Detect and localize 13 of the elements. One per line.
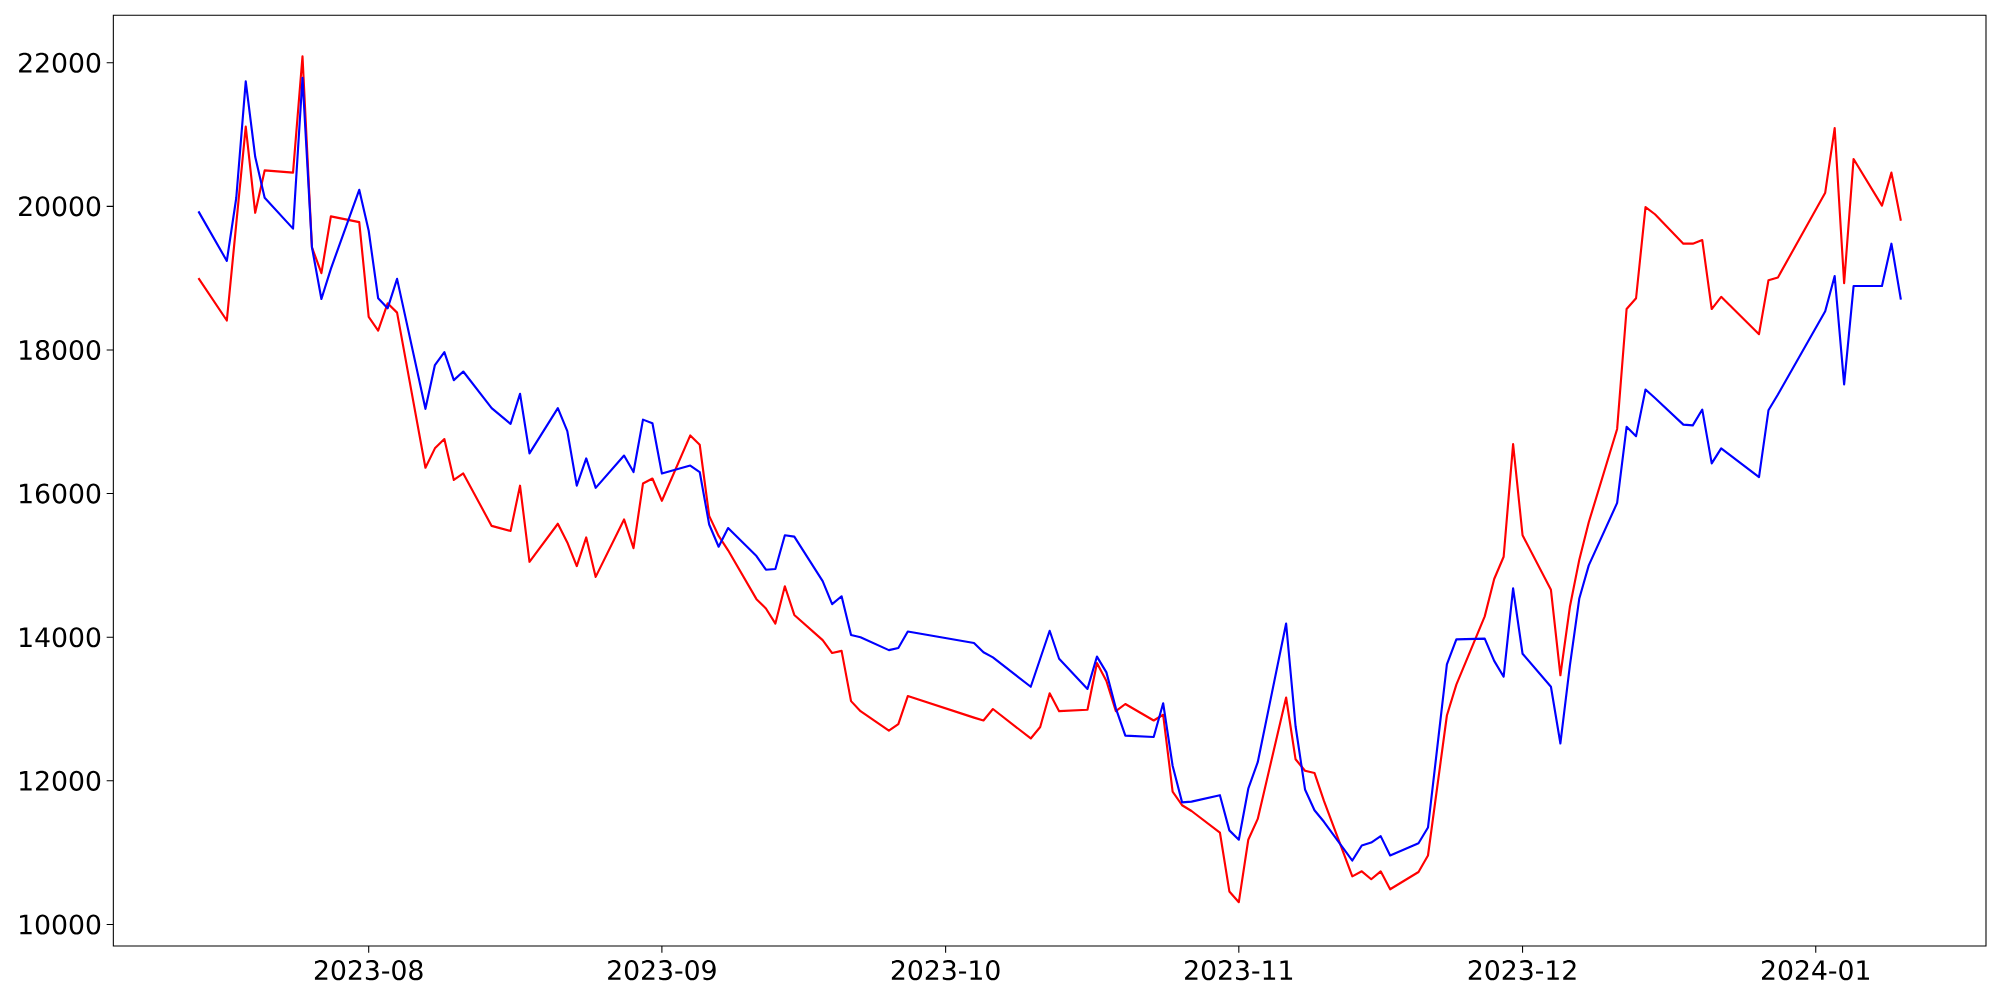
x-tick-label: 2024-01 <box>1761 960 1869 981</box>
y-tick-label: 14000 <box>20 627 101 648</box>
y-tick-label: 16000 <box>20 483 101 504</box>
y-tick-label: 12000 <box>20 770 101 791</box>
y-tick-label: 22000 <box>19 52 101 73</box>
x-tick-label: 2023-12 <box>1468 960 1576 981</box>
x-tick-label: 2023-09 <box>608 960 716 981</box>
y-tick-label: 18000 <box>20 339 101 361</box>
y-tick-label: 20000 <box>19 196 101 217</box>
x-tick-label: 2023-10 <box>891 960 1000 981</box>
y-tick-label: 10000 <box>20 914 101 935</box>
x-tick-label: 2023-08 <box>314 960 423 981</box>
x-tick-label: 2023-11 <box>1185 960 1293 981</box>
